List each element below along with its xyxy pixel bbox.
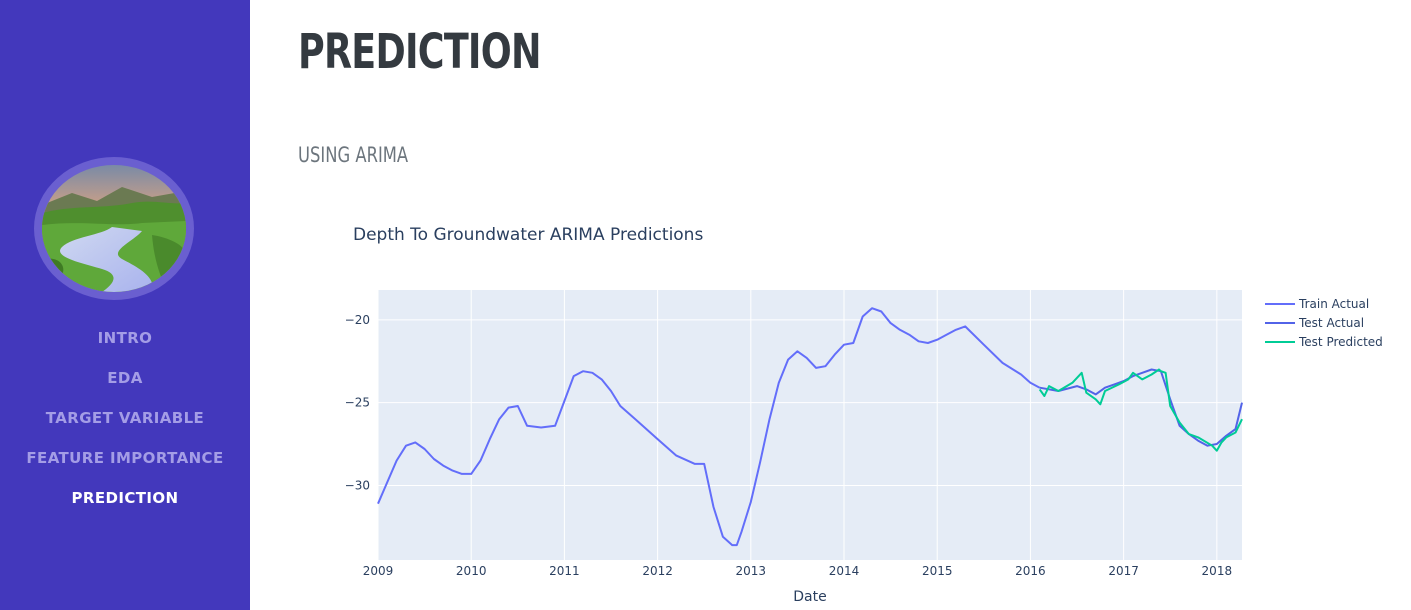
- legend-item-label[interactable]: Test Actual: [1298, 316, 1364, 330]
- y-axis-ticks: −20 −25 −30: [345, 313, 370, 493]
- y-tick-label: −30: [345, 478, 370, 492]
- x-tick-label: 2011: [549, 564, 580, 578]
- legend: Train Actual Test Actual Test Predicted: [1265, 297, 1383, 349]
- section-title: USING ARIMA: [298, 143, 409, 167]
- sidebar-nav: INTRO EDA TARGET VARIABLE FEATURE IMPORT…: [0, 318, 250, 518]
- nav-item-eda[interactable]: EDA: [107, 369, 143, 387]
- series-line-train-actual[interactable]: [377, 307, 1041, 547]
- nav-item-prediction[interactable]: PREDICTION: [71, 489, 179, 507]
- arima-prediction-chart: Depth To Groundwater ARIMA Predictions 2…: [345, 225, 1383, 605]
- nav-item-feature-importance[interactable]: FEATURE IMPORTANCE: [26, 449, 224, 467]
- chart-title: Depth To Groundwater ARIMA Predictions: [353, 225, 703, 245]
- legend-item-label[interactable]: Train Actual: [1298, 297, 1369, 311]
- page-title: PREDICTION: [298, 24, 542, 80]
- nav-item-target-variable[interactable]: TARGET VARIABLE: [45, 409, 205, 427]
- x-tick-label: 2018: [1202, 564, 1233, 578]
- x-tick-label: 2017: [1108, 564, 1139, 578]
- y-tick-label: −25: [345, 396, 370, 410]
- x-tick-label: 2010: [456, 564, 487, 578]
- x-axis-label: Date: [793, 589, 826, 605]
- series-line-test-actual[interactable]: [1039, 368, 1243, 447]
- x-axis-ticks: 2009 2010 2011 2012 2013 2014 2015 2016 2017 2018: [363, 564, 1232, 578]
- landscape-image: [42, 165, 186, 292]
- y-tick-label: −20: [345, 313, 370, 327]
- plot-area[interactable]: [378, 290, 1242, 560]
- series-lines: [377, 307, 1243, 547]
- x-tick-label: 2016: [1015, 564, 1046, 578]
- legend-item-label[interactable]: Test Predicted: [1298, 335, 1383, 349]
- nav-item-intro[interactable]: INTRO: [97, 329, 153, 347]
- series-line-test-predicted[interactable]: [1038, 368, 1243, 452]
- x-tick-label: 2015: [922, 564, 953, 578]
- x-tick-label: 2014: [829, 564, 860, 578]
- x-tick-label: 2013: [736, 564, 767, 578]
- sidebar: INTRO EDA TARGET VARIABLE FEATURE IMPORT…: [0, 0, 250, 610]
- x-tick-label: 2009: [363, 564, 394, 578]
- avatar: [34, 157, 194, 300]
- x-tick-label: 2012: [642, 564, 673, 578]
